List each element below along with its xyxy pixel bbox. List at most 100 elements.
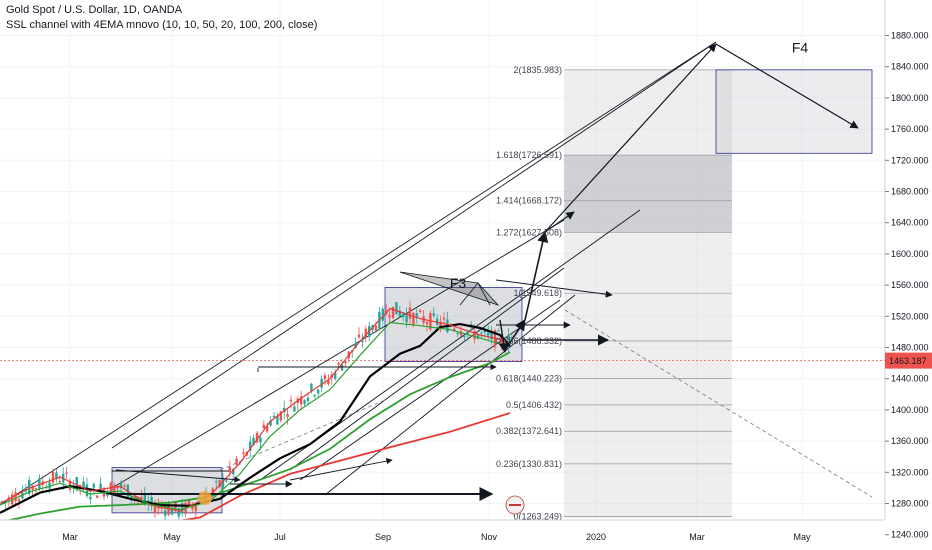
time-tick-label: May [793,532,811,542]
candle-body [113,485,116,495]
time-axis[interactable]: Mar May Jul Sep Nov 2020 Mar May [0,519,885,550]
candle-body [55,472,58,480]
candle-body [187,499,191,506]
fib-label-1-618: 1.618(1726.591) [496,150,562,160]
candle-body [82,481,85,489]
candle-body [194,505,197,512]
candle-body [143,493,146,503]
candle-body [483,329,486,333]
candle-body [480,332,483,334]
candle-body [109,482,112,495]
candle-body [262,424,265,429]
price-tick-label: 1240.000 [891,530,929,540]
candle-body [170,509,174,515]
candle-body [279,411,282,421]
candle-body [405,313,408,323]
candle-body [218,480,221,487]
indicator-legend: SSL channel with 4EMA mnovo (10, 10, 50,… [6,19,318,31]
candle-body [140,496,143,500]
time-tick-label: Jul [274,532,286,542]
price-axis[interactable]: 1240.000 1280.000 1320.000 1360.000 1400.000… [884,0,932,550]
channel-line [289,267,565,471]
candle-body [354,343,357,348]
price-tick-label: 1520.000 [891,311,929,321]
time-axis-bg [0,520,885,550]
time-tick-label: Mar [689,532,705,542]
candle-body [235,458,238,465]
time-tick-label: 2020 [586,532,606,542]
dashed-projection [219,399,386,471]
candle-body [191,505,194,510]
candle-body [453,328,456,331]
price-tick-label: 1840.000 [891,62,929,72]
candle-body [31,486,34,490]
fib-label-0-5: 0.5(1406.432) [506,400,562,410]
fib-zone-dark [564,155,732,233]
fib-label-0-382: 0.382(1372.641) [496,426,562,436]
time-tick-label: May [163,532,181,542]
candle-body [259,437,262,443]
channel-line [111,41,717,449]
candle-body [364,328,367,337]
fib-label-1-414: 1.414(1668.172) [496,196,562,206]
arrow-f3-drop [498,319,509,353]
candle-body [99,483,102,489]
last-price-box [885,352,932,369]
channel-line [0,41,717,506]
series-ema_green_fast [0,321,506,511]
candle-body [119,482,123,488]
candle-body [283,407,286,413]
candle-body [388,315,391,318]
candle-body [28,479,31,494]
candle-body [490,331,493,340]
candle-body [310,383,313,391]
candle-body [181,503,184,514]
candle-body [89,496,92,500]
event-marker [198,491,212,505]
candle-body [463,335,466,338]
price-tick-label: 1400.000 [891,405,929,415]
price-tick-label: 1880.000 [891,31,929,41]
candle-body [415,313,418,318]
candle-body [473,330,476,340]
candle-body [507,334,510,348]
candle-body [340,364,344,371]
price-tick-label: 1760.000 [891,124,929,134]
candle-body [221,477,225,488]
fib-label-1-272: 1.272(1627.508) [496,227,562,237]
fib-label-0: 0(1263.249) [513,512,562,522]
fib-label-0-618: 0.618(1440.223) [496,374,562,384]
candle-body [306,397,310,402]
f4-box [715,69,873,154]
price-tick-label: 1560.000 [891,280,929,290]
fibonacci-zone [564,69,872,518]
candle-body [402,313,405,318]
candle-body [313,395,316,397]
projection-arrows [112,43,859,501]
candle-body [300,396,303,405]
fib-label-1: 1(1549.618) [513,288,562,298]
last-price-tag: 1463.187 [0,352,932,369]
price-tick-label: 1440.000 [891,374,929,384]
arrow-zigzag-3 [544,211,575,233]
candle-body [361,340,364,343]
arrow-to-f4 [544,43,717,233]
candle-body [276,416,279,425]
candle-body [211,488,214,493]
candle-body [439,321,442,327]
channel-line [324,294,576,496]
series-ema100 [0,351,511,524]
price-tick-label: 1640.000 [891,218,929,228]
candle-body [252,437,255,446]
dashed-projection [564,309,873,498]
arrow-f3-upper [495,279,613,298]
candle-body [116,487,119,489]
channel-line [111,219,565,489]
time-tick-label: Mar [62,532,78,542]
candle-body [51,471,55,483]
candle-body [96,495,99,498]
candle-body [177,508,180,517]
candle-body [14,492,17,502]
candle-body [391,306,395,318]
